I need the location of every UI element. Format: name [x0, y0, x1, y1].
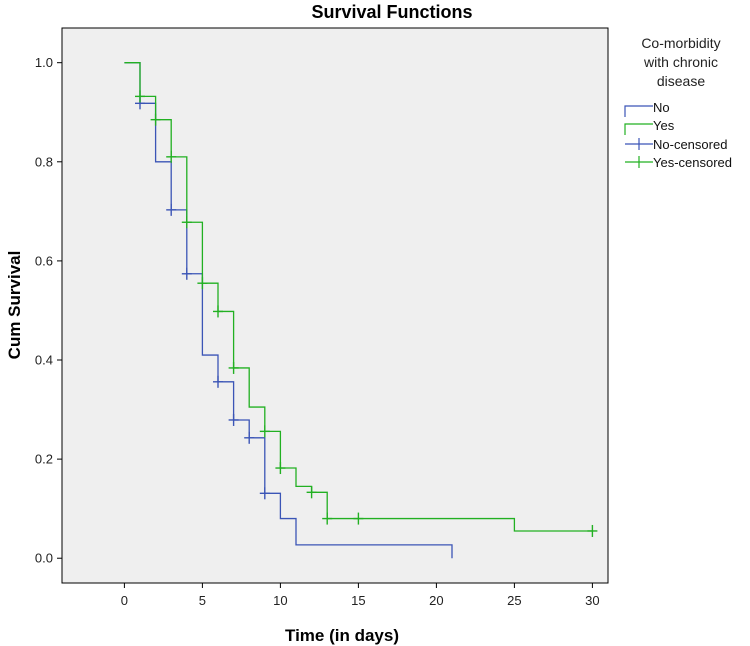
x-tick-label-10: 10	[273, 593, 287, 608]
series-layer	[124, 62, 598, 559]
censor-mark-no-1	[166, 203, 177, 216]
legend-swatch-yes	[624, 123, 653, 135]
censor-mark-yes-11	[353, 512, 364, 525]
censor-mark-no-2	[181, 267, 192, 280]
legend-title-line-2: with chronic	[643, 54, 718, 70]
legend-swatch-yes-censored	[625, 156, 653, 168]
y-tick-label-4: 0.8	[35, 154, 53, 169]
x-tick-label-20: 20	[429, 593, 443, 608]
legend: Co-morbidity with chronic disease No Yes…	[624, 35, 732, 170]
censor-mark-yes-12	[587, 524, 598, 537]
legend-swatch-no	[624, 105, 653, 117]
censor-mark-yes-10	[322, 512, 333, 525]
censor-mark-yes-5	[213, 305, 223, 318]
censor-mark-yes-0	[135, 90, 145, 103]
legend-swatch-no-censored	[625, 138, 653, 150]
y-tick-label-5: 1.0	[35, 55, 53, 70]
legend-title-line-1: Co-morbidity	[641, 35, 720, 51]
censor-mark-no-6	[259, 487, 270, 500]
censor-mark-no-4	[228, 413, 239, 426]
x-tick-label-5: 5	[199, 593, 206, 608]
y-tick-label-0: 0.0	[35, 551, 53, 566]
censor-mark-yes-4	[197, 277, 208, 290]
legend-title-line-3: disease	[657, 73, 705, 89]
x-tick-label-25: 25	[507, 593, 521, 608]
legend-label-yes-censored: Yes-censored	[653, 155, 732, 170]
censor-mark-yes-1	[150, 113, 161, 126]
censor-mark-yes-3	[181, 216, 192, 229]
y-axis-label: Cum Survival	[5, 251, 24, 360]
plot-area	[61, 27, 609, 584]
y-tick-label-1: 0.2	[35, 452, 53, 467]
censor-mark-no-5	[244, 431, 255, 444]
legend-label-yes: Yes	[653, 118, 675, 133]
legend-label-no: No	[653, 100, 670, 115]
censor-mark-yes-6	[228, 361, 239, 374]
x-tick-label-0: 0	[121, 593, 128, 608]
legend-label-no-censored: No-censored	[653, 137, 727, 152]
censor-mark-yes-7	[259, 425, 270, 438]
censor-mark-yes-8	[275, 462, 286, 475]
y-tick-label-2: 0.4	[35, 353, 53, 368]
chart-title: Survival Functions	[311, 2, 472, 22]
x-tick-label-15: 15	[351, 593, 365, 608]
y-tick-label-3: 0.6	[35, 253, 53, 268]
censor-mark-yes-9	[306, 486, 317, 499]
y-axis: 0.0 0.2 0.4 0.6 0.8 1.0	[35, 55, 62, 566]
x-axis: 0 5 10 15 20 25 30	[121, 583, 600, 608]
x-axis-label: Time (in days)	[285, 626, 399, 645]
censor-mark-yes-2	[166, 150, 177, 163]
x-tick-label-30: 30	[585, 593, 599, 608]
censor-mark-no-3	[213, 375, 223, 388]
